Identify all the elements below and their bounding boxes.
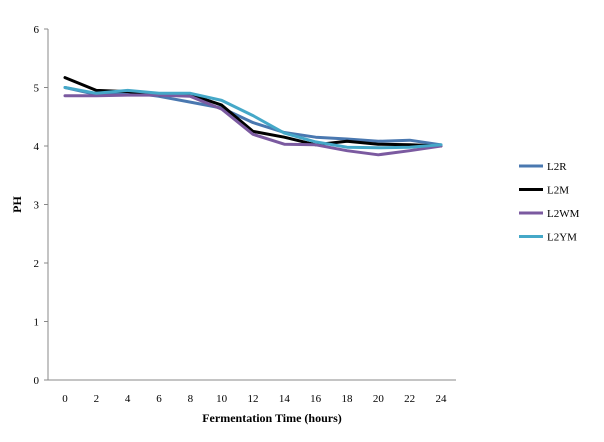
series-line-l2wm — [63, 93, 443, 157]
axes — [47, 29, 456, 381]
legend-label-l2wm: L2WM — [547, 208, 580, 220]
x-tick-label: 16 — [310, 393, 322, 405]
x-tick-label: 6 — [156, 393, 162, 405]
y-axis-title: PH — [10, 196, 24, 213]
y-tick-label: 5 — [34, 83, 40, 95]
legend: L2R L2M L2WM L2YM — [519, 161, 580, 244]
x-tick-label: 24 — [436, 393, 448, 405]
y-tick-label: 1 — [34, 317, 40, 329]
series-line-l2ym — [63, 86, 443, 150]
x-tick-label: 20 — [373, 393, 385, 405]
y-tick-label: 4 — [34, 141, 40, 153]
x-tick-label: 0 — [62, 393, 68, 405]
y-tick-label: 3 — [34, 200, 40, 212]
legend-label-l2m: L2M — [547, 185, 569, 197]
y-axis-tick-labels: 0 1 2 3 4 5 6 — [34, 24, 48, 387]
y-tick-label: 6 — [34, 24, 40, 36]
x-tick-label: 8 — [188, 393, 194, 405]
y-tick-label: 2 — [34, 258, 40, 270]
legend-label-l2ym: L2YM — [547, 232, 577, 244]
x-tick-label: 22 — [404, 393, 415, 405]
x-axis-title: Fermentation Time (hours) — [202, 411, 342, 425]
x-tick-label: 2 — [94, 393, 100, 405]
x-tick-label: 18 — [342, 393, 354, 405]
x-tick-label: 12 — [248, 393, 259, 405]
x-tick-label: 10 — [216, 393, 228, 405]
legend-label-l2r: L2R — [547, 161, 567, 173]
y-tick-label: 0 — [34, 375, 40, 387]
x-axis-tick-labels: 0 2 4 6 8 10 12 14 16 18 20 22 24 — [62, 393, 447, 405]
x-tick-label: 4 — [125, 393, 131, 405]
series-lines — [63, 76, 443, 157]
x-tick-label: 14 — [279, 393, 291, 405]
